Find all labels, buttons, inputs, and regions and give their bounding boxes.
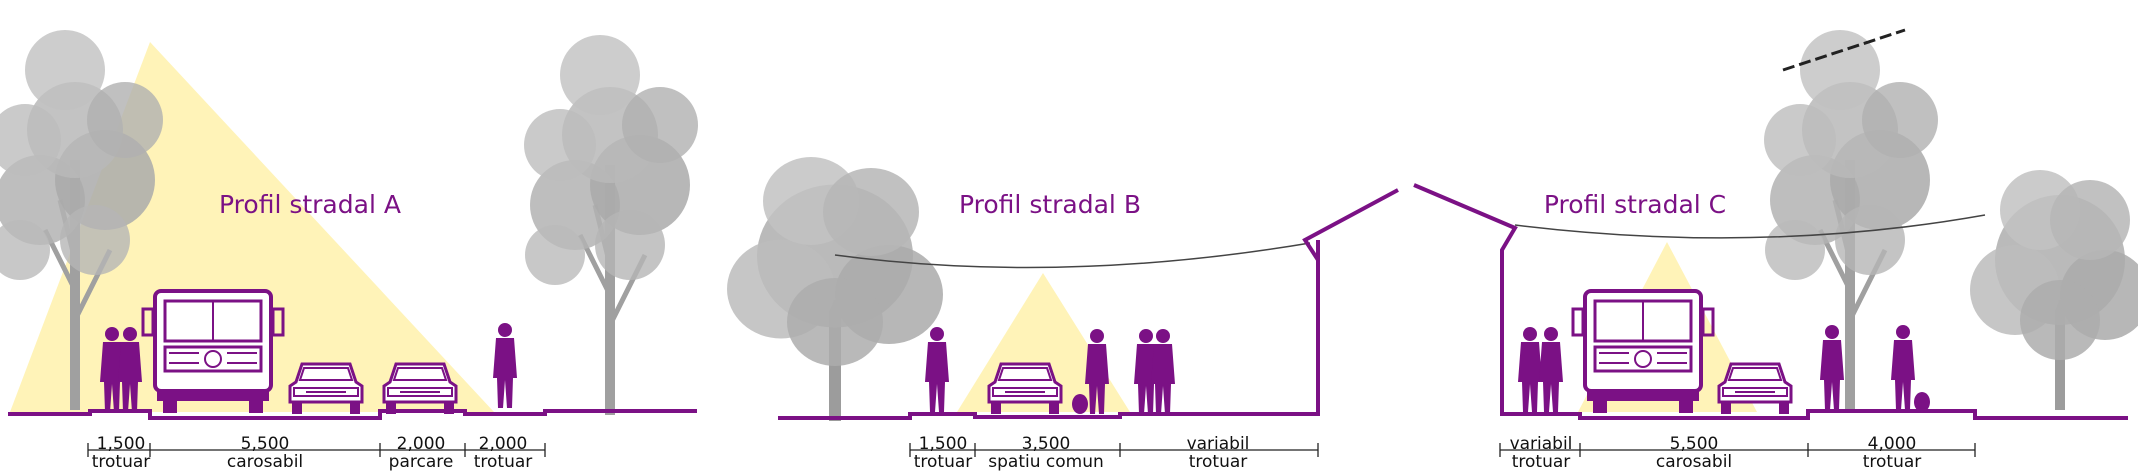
car-icon bbox=[1717, 362, 1793, 416]
wire-b bbox=[834, 242, 1311, 269]
dim-label: trotuar bbox=[92, 452, 151, 472]
person-icon bbox=[1151, 329, 1175, 414]
dim-label: trotuar bbox=[474, 452, 533, 472]
dim-label: trotuar bbox=[1863, 452, 1922, 472]
person-icon bbox=[1820, 325, 1844, 410]
dimension-labels-b: 1,500 trotuar 3,500 spatiu comun variabi… bbox=[914, 434, 1250, 472]
roof-c bbox=[1413, 183, 2128, 420]
ground-profiles bbox=[8, 183, 2128, 420]
dim-value: 5,500 bbox=[241, 434, 290, 454]
dim-value: 1,500 bbox=[97, 434, 146, 454]
dog-icon bbox=[1914, 392, 1930, 412]
dim-value: 3,500 bbox=[1022, 434, 1071, 454]
dim-label: spatiu comun bbox=[988, 452, 1104, 472]
dim-label: trotuar bbox=[1512, 452, 1571, 472]
overhead-wires bbox=[834, 28, 1986, 269]
dim-value: 5,500 bbox=[1670, 434, 1719, 454]
dim-value: 1,500 bbox=[919, 434, 968, 454]
tree-icon bbox=[727, 157, 943, 421]
person-icon bbox=[493, 323, 517, 408]
person-icon bbox=[1891, 325, 1915, 410]
wire-c bbox=[1514, 214, 1986, 239]
tree-icon bbox=[1970, 170, 2138, 410]
truck-icon bbox=[141, 289, 285, 415]
dim-value: variabil bbox=[1187, 434, 1250, 454]
person-icon bbox=[1518, 327, 1542, 412]
dim-value: variabil bbox=[1510, 434, 1573, 454]
ground-b bbox=[778, 188, 1399, 420]
profile-titles: Profil stradal A Profil stradal B Profil… bbox=[219, 190, 1726, 219]
ground-a bbox=[8, 409, 697, 420]
tree-icon bbox=[524, 35, 698, 415]
dimension-lines bbox=[87, 443, 1976, 457]
dim-label: carosabil bbox=[227, 452, 303, 472]
person-icon bbox=[925, 327, 949, 412]
wire-top-c bbox=[1782, 28, 1906, 72]
dim-value: 2,000 bbox=[479, 434, 528, 454]
dim-label: trotuar bbox=[1189, 452, 1248, 472]
dimension-labels-a: 1,500 trotuar 5,500 carosabil 2,000 parc… bbox=[92, 434, 533, 472]
title-profile-b: Profil stradal B bbox=[959, 190, 1141, 219]
dimension-labels-c: variabil trotuar 5,500 carosabil 4,000 t… bbox=[1510, 434, 1922, 472]
dim-value: 4,000 bbox=[1868, 434, 1917, 454]
title-profile-a: Profil stradal A bbox=[219, 190, 401, 219]
dim-label: trotuar bbox=[914, 452, 973, 472]
dim-label: parcare bbox=[389, 452, 454, 472]
dim-value: 2,000 bbox=[397, 434, 446, 454]
person-icon bbox=[1539, 327, 1563, 412]
title-profile-c: Profil stradal C bbox=[1544, 190, 1726, 219]
truck-icon bbox=[1571, 289, 1715, 415]
pedestrians bbox=[100, 323, 1930, 414]
dog-icon bbox=[1072, 394, 1088, 414]
dim-label: carosabil bbox=[1656, 452, 1732, 472]
